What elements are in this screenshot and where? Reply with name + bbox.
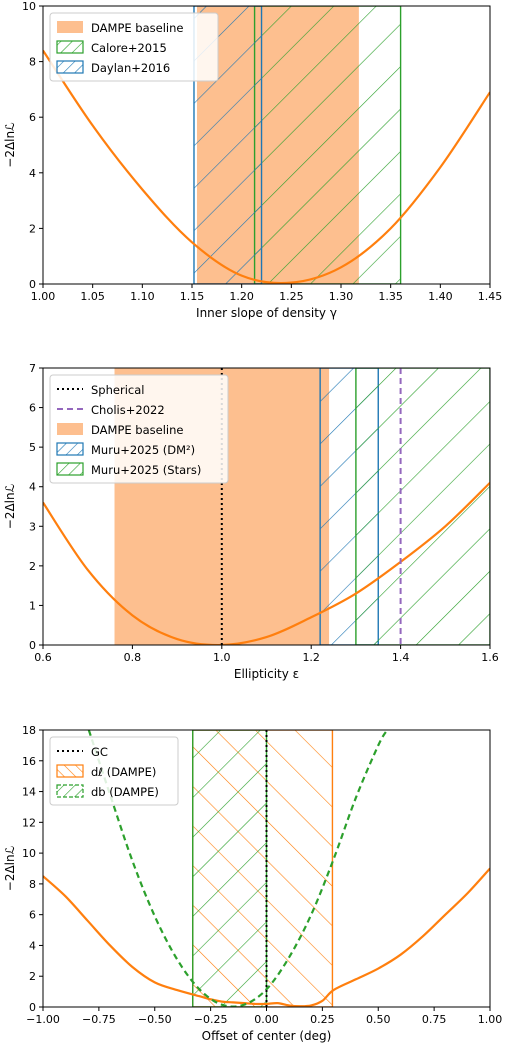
y-axis-label: −2Δlnℒ	[3, 122, 17, 167]
legend: GC dℓ (DAMPE) db (DAMPE)	[49, 736, 179, 806]
legend-label: dℓ (DAMPE)	[91, 765, 156, 779]
panel-inner-slope: 1.00 1.05 1.10 1.15 1.20 1.25 1.30 1.35 1.40 1.45…	[3, 0, 502, 320]
legend-label: Spherical	[91, 383, 144, 397]
x-tick-label: 1.00	[478, 1013, 503, 1026]
legend-label: Cholis+2022	[91, 403, 165, 417]
y-axis-label: −2Δlnℒ	[3, 484, 17, 529]
legend-label: GC	[91, 745, 108, 759]
x-tick-label: 1.25	[279, 290, 304, 303]
x-tick-label: 1.15	[180, 290, 205, 303]
legend-swatch	[56, 60, 84, 74]
x-axis-label: Inner slope of density γ	[196, 306, 337, 320]
panel-center-offset: −1.00 −0.75 −0.50 −0.25 0.00 0.25 0.50 0.75 1.00…	[3, 724, 502, 1043]
y-tick-label: 14	[22, 786, 36, 799]
x-tick-label: −0.75	[82, 1013, 116, 1026]
y-tick-label: 8	[29, 878, 36, 891]
x-tick-label: 1.05	[80, 290, 105, 303]
x-tick-label: −1.00	[26, 1013, 60, 1026]
x-tick-label: 1.40	[428, 290, 453, 303]
x-tick-label: 1.4	[392, 651, 410, 664]
y-tick-label: 0	[29, 639, 36, 652]
legend-box	[49, 12, 219, 82]
legend-label: DAMPE baseline	[91, 423, 183, 437]
y-tick-label: 5	[29, 441, 36, 454]
likelihood-curve	[43, 49, 490, 284]
x-tick-label: 1.30	[329, 290, 354, 303]
plot-area	[43, 368, 490, 645]
legend-label: Muru+2025 (DM²)	[91, 443, 195, 457]
x-tick-label: 1.20	[229, 290, 254, 303]
legend-label: Calore+2015	[91, 41, 167, 55]
legend-label: Daylan+2016	[91, 61, 170, 75]
y-tick-label: 3	[29, 520, 36, 533]
y-tick-label: 2	[29, 970, 36, 983]
legend-swatch	[57, 21, 83, 33]
x-tick-label: 1.35	[378, 290, 403, 303]
legend-swatch	[56, 764, 84, 778]
y-tick-label: 1	[29, 599, 36, 612]
x-tick-label: 1.45	[478, 290, 503, 303]
legend-box	[49, 374, 229, 484]
legend-label: Muru+2025 (Stars)	[91, 463, 201, 477]
y-tick-label: 2	[29, 222, 36, 235]
legend-swatch	[56, 40, 84, 54]
legend-label: db (DAMPE)	[91, 785, 159, 799]
y-tick-label: 2	[29, 560, 36, 573]
legend: Spherical Cholis+2022 DAMPE baseline Muru+2…	[49, 374, 229, 484]
y-tick-label: 18	[22, 724, 36, 737]
y-axis-label: −2Δlnℒ	[3, 846, 17, 891]
y-tick-label: 6	[29, 402, 36, 415]
y-tick-label: 6	[29, 909, 36, 922]
legend-swatch	[57, 423, 83, 435]
y-tick-label: 7	[29, 362, 36, 375]
likelihood-curve-1	[87, 730, 389, 1007]
x-tick-label: 0.6	[34, 651, 52, 664]
legend-swatch	[56, 442, 84, 456]
x-tick-label: −0.50	[138, 1013, 172, 1026]
likelihood-curve-0	[43, 867, 490, 1007]
y-tick-label: 8	[29, 56, 36, 69]
x-tick-label: 0.8	[124, 651, 142, 664]
legend-swatch	[56, 784, 84, 798]
y-tick-label: 0	[29, 1001, 36, 1014]
panel-ellipticity: 0.6 0.8 1.0 1.2 1.4 1.6 0 1 2 3 4 5 6 7 Ellipticity ε −…	[3, 362, 499, 681]
x-tick-label: 0.25	[310, 1013, 335, 1026]
likelihood-curve	[43, 481, 490, 645]
plot-area	[43, 730, 490, 1007]
y-tick-label: 16	[22, 755, 36, 768]
x-axis-label: Offset of center (deg)	[202, 1029, 332, 1043]
y-tick-label: 6	[29, 111, 36, 124]
x-tick-label: 1.2	[302, 651, 320, 664]
y-tick-label: 0	[29, 278, 36, 291]
x-axis-label: Ellipticity ε	[234, 667, 299, 681]
band-calore-2015	[253, 6, 402, 284]
plot-area	[43, 6, 490, 284]
x-tick-label: 1.00	[31, 290, 56, 303]
legend-label: DAMPE baseline	[91, 21, 183, 35]
band-muru-2025-stars-	[355, 368, 490, 645]
x-tick-label: 0.50	[366, 1013, 391, 1026]
y-tick-label: 4	[29, 481, 36, 494]
y-tick-label: 4	[29, 167, 36, 180]
y-tick-label: 12	[22, 816, 36, 829]
x-tick-label: 1.10	[130, 290, 155, 303]
x-tick-label: 1.6	[481, 651, 499, 664]
x-tick-label: 1.0	[213, 651, 231, 664]
band-db-dampe-	[192, 730, 268, 1007]
x-tick-label: 0.00	[254, 1013, 279, 1026]
axes-frame	[42, 367, 491, 646]
y-tick-label: 4	[29, 939, 36, 952]
y-tick-label: 10	[22, 847, 36, 860]
x-tick-label: 0.75	[422, 1013, 447, 1026]
legend: DAMPE baseline Calore+2015 Daylan+2016	[49, 12, 219, 82]
legend-swatch	[56, 462, 84, 476]
x-tick-label: −0.25	[194, 1013, 228, 1026]
axes-frame	[42, 5, 491, 285]
y-tick-label: 10	[22, 0, 36, 13]
